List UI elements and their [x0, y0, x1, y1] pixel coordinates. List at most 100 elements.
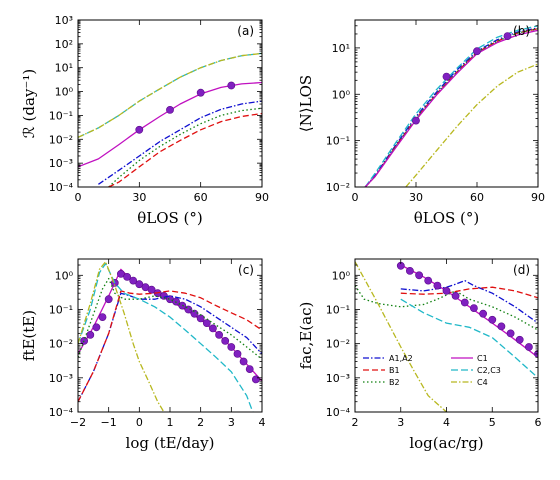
y-tick-label: 10⁻²: [326, 338, 350, 351]
series-line-b2: [364, 28, 538, 187]
data-point: [497, 322, 506, 331]
data-point: [129, 276, 138, 285]
series-line-b2: [355, 285, 538, 331]
y-tick-label: 10⁻¹: [326, 303, 350, 316]
series-group: [78, 52, 262, 187]
y-tick-label: 10⁻²: [326, 181, 350, 194]
series-line-b1: [108, 112, 262, 187]
series-line-b2: [78, 277, 262, 360]
data-point: [479, 309, 487, 318]
legend-entry-label: C1: [477, 354, 488, 363]
data-point: [221, 336, 230, 345]
data-point: [104, 295, 113, 304]
legend-entry-label: B1: [389, 366, 400, 375]
data-point: [503, 32, 512, 40]
legend-entry-label: B2: [389, 378, 400, 387]
data-point: [245, 365, 254, 373]
data-point: [506, 329, 515, 338]
y-tick-label: 10⁰: [55, 86, 74, 99]
x-tick-label: 0: [136, 416, 143, 429]
x-tick-label: 2: [197, 416, 204, 429]
y-tick-label: 10⁻⁴: [49, 406, 74, 419]
series-line-a1a2: [98, 100, 262, 185]
series-group: [355, 261, 538, 412]
y-tick-label: 10⁻²: [49, 133, 73, 146]
x-tick-label: 3: [228, 416, 235, 429]
legend-entry-label: C4: [477, 378, 488, 387]
data-point: [515, 335, 524, 344]
series-line-b2: [108, 107, 262, 187]
data-point: [433, 281, 442, 290]
x-tick-label: 0: [75, 191, 82, 204]
y-tick-label: 10¹: [332, 42, 350, 55]
x-tick-label: −1: [101, 416, 117, 429]
data-point: [442, 72, 451, 81]
plot-frame: [77, 19, 263, 188]
plot-frame: [354, 19, 539, 188]
y-tick-label: 10³: [55, 14, 73, 27]
series-line-c2c3: [78, 52, 262, 138]
legend-entry-label: C2,C3: [477, 366, 501, 375]
data-point: [184, 305, 193, 314]
x-tick-label: 90: [255, 191, 269, 204]
x-tick-label: 4: [443, 416, 450, 429]
series-line-c2c3: [400, 298, 538, 379]
data-point: [469, 304, 478, 312]
data-point: [135, 280, 144, 289]
x-tick-label: 1: [167, 416, 174, 429]
series-line-c2c3: [78, 262, 254, 412]
x-axis-label: log (tE/day): [126, 434, 215, 452]
data-point: [451, 291, 460, 300]
data-point: [227, 343, 236, 351]
data-point: [123, 272, 131, 281]
series-line-b1: [400, 286, 538, 299]
x-tick-label: 0: [352, 191, 359, 204]
y-tick-label: 10⁻¹: [326, 135, 350, 148]
y-tick-label: 10⁰: [332, 88, 351, 101]
x-tick-label: 3: [397, 416, 404, 429]
panel-a: 0 30 60 90 10⁻⁴ 10⁻³ 10⁻² 10⁻¹ 10⁰ 10¹ 10² 10³ (a) θL…: [20, 14, 269, 227]
data-point: [196, 88, 205, 97]
data-point: [202, 319, 211, 327]
data-point: [98, 313, 107, 321]
series-line-c2c3: [364, 25, 538, 187]
series-line-b1: [78, 290, 262, 402]
y-axis-label: ⟨N⟩LOS: [297, 75, 315, 132]
data-point: [405, 266, 414, 275]
series-line-c4: [78, 261, 165, 412]
y-tick-label: 10⁻⁴: [326, 406, 351, 419]
data-point: [415, 271, 423, 280]
y-tick-label: 10⁻³: [49, 372, 73, 385]
series-line-c4: [78, 52, 262, 138]
data-point: [166, 106, 174, 114]
data-point: [473, 47, 481, 56]
panel-d: 2 3 4 5 6 10⁻⁴ 10⁻³ 10⁻² 10⁻¹ 10⁰ (d) log(ac/rg) fac…: [297, 258, 542, 452]
data-point: [233, 349, 242, 358]
y-tick-label: 10⁻¹: [49, 109, 73, 122]
x-tick-label: 6: [535, 416, 542, 429]
series-line-c1: [78, 268, 262, 382]
series-group: [78, 261, 262, 412]
y-axis-label: ℛ (day⁻¹): [20, 69, 38, 138]
panel-b: 0 30 60 90 10⁻² 10⁻¹ 10⁰ 10¹ (b) θLOS (°) ⟨N⟩LOS: [297, 19, 545, 227]
y-tick-label: 10²: [55, 38, 73, 51]
panel-c: −2 −1 0 1 2 3 4 10⁻⁴ 10⁻³ 10⁻² 10⁻¹ 10⁰ (c) log (tE/d…: [20, 258, 266, 452]
x-tick-label: −2: [70, 416, 86, 429]
data-point: [196, 314, 205, 323]
data-point: [117, 269, 125, 278]
data-point: [208, 324, 217, 333]
y-tick-label: 10⁻⁴: [49, 181, 74, 194]
panel-label: (a): [237, 24, 254, 38]
data-point: [239, 357, 248, 366]
y-tick-label: 10⁻³: [49, 157, 73, 170]
series-line-c1: [78, 81, 262, 168]
data-point: [412, 116, 420, 125]
panel-label: (d): [513, 263, 530, 277]
data-point: [147, 285, 156, 294]
x-tick-label: 5: [489, 416, 496, 429]
x-axis-label: θLOS (°): [137, 209, 203, 227]
x-tick-label: 30: [132, 191, 146, 204]
data-point: [488, 315, 497, 324]
legend-entry-label: A1,A2: [389, 354, 413, 363]
